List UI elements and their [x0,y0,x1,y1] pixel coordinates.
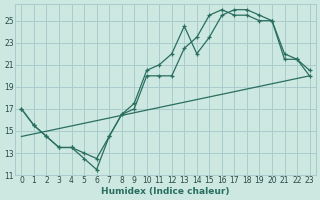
X-axis label: Humidex (Indice chaleur): Humidex (Indice chaleur) [101,187,230,196]
